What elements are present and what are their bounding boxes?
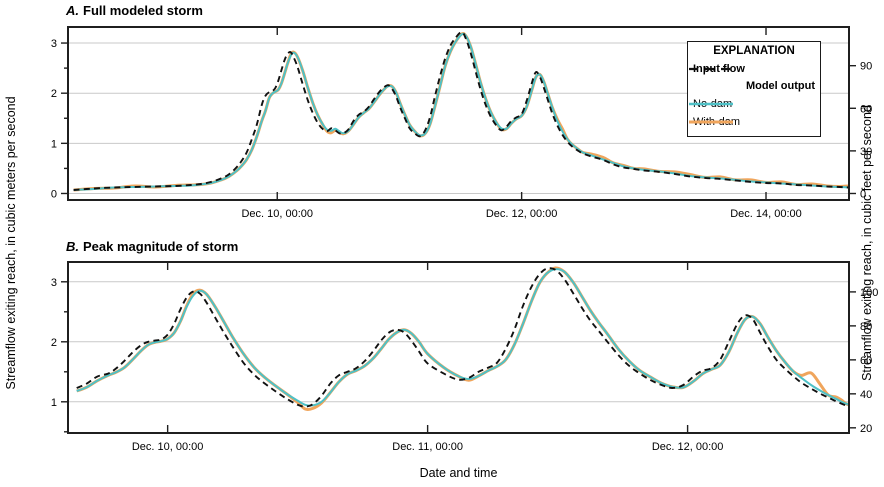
panel-a-title-text: Full modeled storm bbox=[83, 3, 203, 18]
legend-box: EXPLANATION Input flow Model output No-d… bbox=[687, 41, 821, 137]
svg-text:3: 3 bbox=[51, 277, 57, 289]
tick-marks bbox=[61, 262, 856, 433]
svg-text:30: 30 bbox=[860, 146, 872, 158]
svg-text:60: 60 bbox=[860, 355, 872, 367]
date-tick-label: Dec. 11, 00:00 bbox=[392, 441, 463, 453]
no-dam-line-sample-icon bbox=[689, 102, 733, 106]
date-tick-label: Dec. 10, 00:00 bbox=[241, 208, 313, 220]
date-tick-label: Dec. 12, 00:00 bbox=[652, 441, 724, 453]
svg-text:40: 40 bbox=[860, 389, 872, 401]
legend-group-label: Model output bbox=[745, 80, 815, 92]
tick-marks bbox=[61, 27, 856, 200]
input-line-panel-b bbox=[76, 267, 849, 408]
svg-text:2: 2 bbox=[51, 88, 57, 100]
svg-text:80: 80 bbox=[860, 321, 872, 333]
svg-text:90: 90 bbox=[860, 61, 872, 73]
left-axis-title: Streamflow exiting reach, in cubic meter… bbox=[4, 96, 18, 390]
date-tick-label: Dec. 12, 00:00 bbox=[486, 208, 558, 220]
panel-b-plot: 1 2 3 20 40 60 80 100 Dec. 10, 00:00 Dec. 11, 00:… bbox=[51, 261, 878, 453]
svg-text:20: 20 bbox=[860, 423, 872, 435]
legend-input-label: Input flow bbox=[693, 63, 745, 75]
svg-text:100: 100 bbox=[860, 287, 878, 299]
svg-text:1: 1 bbox=[51, 397, 57, 409]
panel-a-title: A. Full modeled storm bbox=[66, 3, 203, 18]
date-tick-label: Dec. 14, 00:00 bbox=[730, 208, 802, 220]
svg-text:60: 60 bbox=[860, 103, 872, 115]
legend-item-with-dam: With-dam bbox=[688, 113, 820, 131]
svg-text:2: 2 bbox=[51, 337, 57, 349]
input-line-panel-a bbox=[73, 31, 849, 191]
input-flow-dash-sample-icon bbox=[689, 67, 733, 71]
panel-b-letter: B. bbox=[66, 239, 79, 254]
tick-labels: 1 2 3 20 40 60 80 100 Dec. 10, 00:00 Dec. 11, 00:… bbox=[51, 277, 878, 453]
svg-text:1: 1 bbox=[51, 138, 57, 150]
svg-text:0: 0 bbox=[51, 188, 57, 200]
panel-b-title: B. Peak magnitude of storm bbox=[66, 239, 238, 254]
legend-item-input-flow: Input flow bbox=[688, 60, 820, 78]
date-tick-label: Dec. 10, 00:00 bbox=[132, 441, 204, 453]
panel-b-title-text: Peak magnitude of storm bbox=[83, 239, 239, 254]
axis-frame bbox=[67, 26, 850, 201]
with-dam-line-panel-b bbox=[76, 266, 849, 412]
svg-text:0: 0 bbox=[860, 188, 866, 200]
panel-a-letter: A. bbox=[66, 3, 79, 18]
no-dam-line-panel-b bbox=[76, 268, 849, 407]
axis-frame bbox=[67, 261, 850, 434]
with-dam-line-sample-icon bbox=[689, 120, 733, 124]
x-axis-title: Date and time bbox=[419, 466, 498, 480]
legend-item-no-dam: No-dam bbox=[688, 95, 820, 113]
legend-title: EXPLANATION bbox=[713, 45, 795, 57]
right-axis-title: Streamflow exiting reach, in cubic feet … bbox=[860, 105, 874, 381]
svg-text:3: 3 bbox=[51, 38, 57, 50]
